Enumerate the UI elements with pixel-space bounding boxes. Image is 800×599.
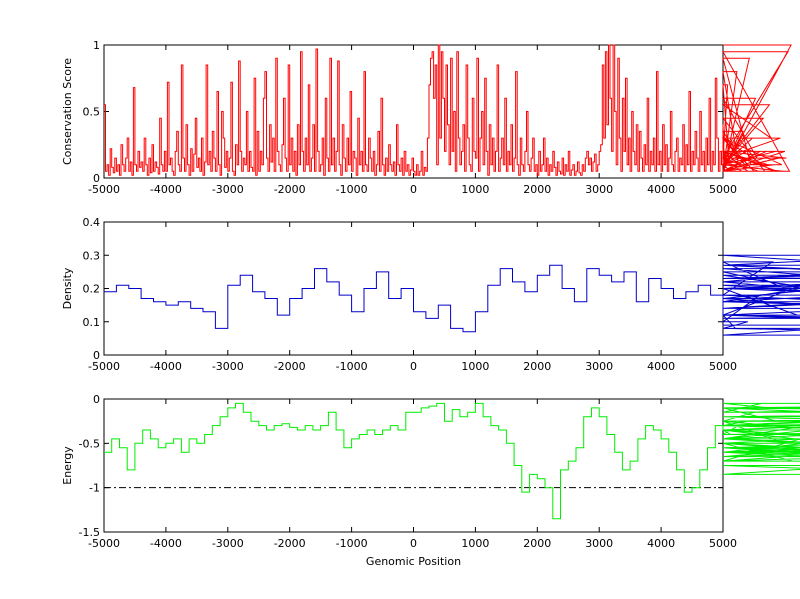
x-tick-label: -5000 bbox=[88, 183, 120, 196]
x-tick-label: 5000 bbox=[709, 537, 737, 550]
y-axis-label: Energy bbox=[61, 446, 74, 485]
y-tick-label: 0.4 bbox=[83, 216, 101, 229]
y-tick-label: -1 bbox=[89, 482, 100, 495]
x-tick-label: -1000 bbox=[336, 360, 368, 373]
y-tick-label: 0 bbox=[93, 393, 100, 406]
x-tick-label: 1000 bbox=[461, 360, 489, 373]
x-tick-label: -5000 bbox=[88, 537, 120, 550]
y-tick-label: 0 bbox=[93, 172, 100, 185]
x-tick-label: -3000 bbox=[212, 360, 244, 373]
x-tick-label: -3000 bbox=[212, 183, 244, 196]
x-tick-label: 3000 bbox=[585, 537, 613, 550]
series-line-1 bbox=[104, 44, 792, 176]
x-tick-label: 0 bbox=[410, 183, 417, 196]
x-tick-label: 0 bbox=[410, 537, 417, 550]
x-tick-label: -3000 bbox=[212, 537, 244, 550]
panel-1: -5000 -4000 -3000 -2000 -1000 0 1000 2000 3000 40… bbox=[61, 39, 792, 196]
panel-2: -5000 -4000 -3000 -2000 -1000 0 1000 2000 3000 40… bbox=[61, 216, 800, 373]
x-tick-label: 4000 bbox=[647, 360, 675, 373]
x-tick-label: 3000 bbox=[585, 183, 613, 196]
y-tick-label: -1.5 bbox=[79, 526, 100, 539]
x-tick-label: 4000 bbox=[647, 537, 675, 550]
x-tick-label: -4000 bbox=[150, 360, 182, 373]
x-tick-label: -1000 bbox=[336, 183, 368, 196]
x-tick-label: 2000 bbox=[523, 183, 551, 196]
x-tick-label: -4000 bbox=[150, 183, 182, 196]
y-tick-label: 0.5 bbox=[83, 106, 101, 119]
y-tick-label: 0.1 bbox=[83, 316, 101, 329]
y-tick-label: 1 bbox=[93, 39, 100, 52]
x-tick-label: -2000 bbox=[274, 537, 306, 550]
y-axis-label: Conservation Score bbox=[61, 58, 74, 165]
x-tick-label: -5000 bbox=[88, 360, 120, 373]
y-tick-label: 0.3 bbox=[83, 249, 101, 262]
y-axis-label: Density bbox=[61, 267, 74, 309]
series-line-1 bbox=[104, 402, 800, 520]
x-tick-label: 3000 bbox=[585, 360, 613, 373]
x-tick-label: 1000 bbox=[461, 537, 489, 550]
y-tick-label: 0 bbox=[93, 349, 100, 362]
x-tick-label: 2000 bbox=[523, 537, 551, 550]
x-tick-label: -4000 bbox=[150, 537, 182, 550]
x-tick-label: 4000 bbox=[647, 183, 675, 196]
plot-area bbox=[103, 398, 724, 533]
x-tick-label: 1000 bbox=[461, 183, 489, 196]
y-tick-label: -0.5 bbox=[79, 437, 100, 450]
x-tick-label: -1000 bbox=[336, 537, 368, 550]
x-tick-label: 0 bbox=[410, 360, 417, 373]
plot-area bbox=[103, 44, 724, 179]
x-tick-label: -2000 bbox=[274, 360, 306, 373]
x-tick-label: -2000 bbox=[274, 183, 306, 196]
x-tick-label: 5000 bbox=[709, 360, 737, 373]
panel-3: -5000 -4000 -3000 -2000 -1000 0 1000 2000 3000 40… bbox=[61, 393, 800, 568]
x-tick-label: 2000 bbox=[523, 360, 551, 373]
series-line-1 bbox=[104, 254, 800, 336]
y-tick-label: 0.2 bbox=[83, 283, 101, 296]
x-tick-label: 5000 bbox=[709, 183, 737, 196]
x-axis-label: Genomic Position bbox=[366, 555, 461, 568]
